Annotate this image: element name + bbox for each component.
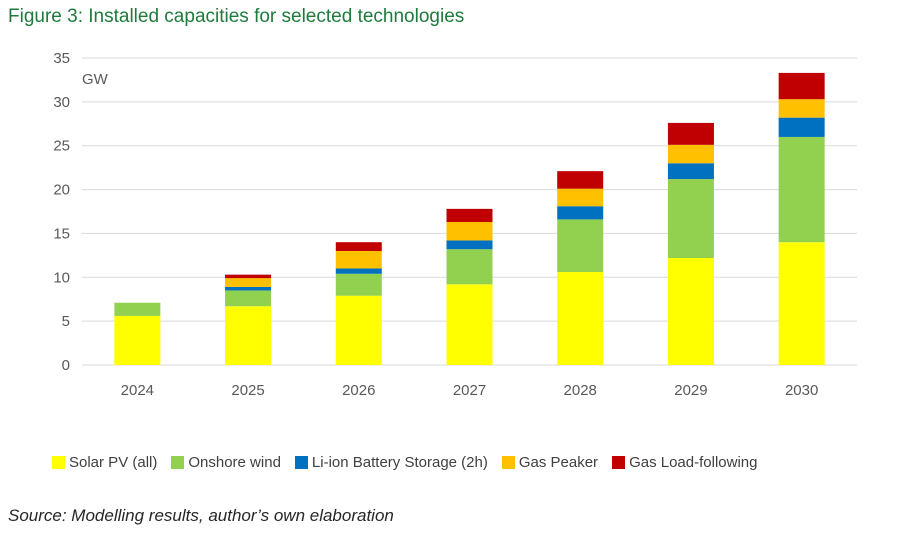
- y-axis-unit-label: GW: [82, 71, 109, 88]
- chart-title: Figure 3: Installed capacities for selec…: [8, 6, 465, 27]
- bar-segment-gas-load-following-2026: [335, 242, 382, 251]
- bar-segment-li-ion-battery-storage-2h-2029: [667, 163, 714, 180]
- bar-segment-onshore-wind-2029: [667, 179, 714, 258]
- x-tick-label: 2028: [564, 382, 597, 399]
- x-axis-ticks: 2024 2025 2026 2027 2028 2029 2030: [121, 382, 819, 399]
- legend-swatch: [612, 456, 626, 469]
- y-tick-label: 20: [53, 182, 70, 199]
- bar-segment-onshore-wind-2024: [114, 302, 161, 316]
- y-tick-label: 25: [53, 138, 70, 155]
- bar-segment-gas-load-following-2027: [446, 208, 493, 223]
- bar-segment-solar-pv-all-2030: [778, 242, 825, 365]
- y-tick-label: 15: [53, 225, 70, 242]
- y-axis-ticks: 0 5 10 15 20 25 30 35: [53, 50, 70, 374]
- legend-label: Onshore wind: [188, 454, 281, 471]
- bar-segment-solar-pv-all-2029: [667, 257, 714, 365]
- bar-segment-solar-pv-all-2026: [335, 295, 382, 365]
- y-tick-label: 35: [53, 50, 70, 67]
- legend-swatch: [52, 456, 65, 469]
- bar-segment-gas-peaker-2025: [225, 278, 272, 287]
- bar-segment-onshore-wind-2025: [225, 290, 272, 307]
- y-tick-label: 10: [53, 269, 70, 286]
- bar-segment-li-ion-battery-storage-2h-2026: [335, 268, 382, 274]
- legend-label: Gas Peaker: [518, 454, 599, 471]
- bars: [114, 72, 825, 365]
- legend-swatch: [171, 456, 185, 469]
- legend-item: Li-ion Battery Storage (2h): [294, 454, 488, 471]
- bar-segment-gas-peaker-2027: [446, 222, 493, 241]
- x-tick-label: 2029: [674, 382, 707, 399]
- x-tick-label: 2030: [785, 382, 818, 399]
- legend-swatch: [294, 456, 308, 469]
- bar-segment-li-ion-battery-storage-2h-2025: [225, 286, 272, 291]
- bar-segment-li-ion-battery-storage-2h-2027: [446, 240, 493, 250]
- y-tick-label: 0: [62, 357, 70, 374]
- legend-label: Li-ion Battery Storage (2h): [311, 454, 488, 471]
- bar-segment-gas-peaker-2026: [335, 250, 382, 269]
- y-tick-label: 5: [62, 313, 70, 330]
- y-tick-label: 30: [53, 94, 70, 111]
- legend-item: Onshore wind: [171, 454, 281, 471]
- legend-label: Gas Load-following: [629, 454, 758, 471]
- bar-segment-li-ion-battery-storage-2h-2028: [557, 206, 604, 220]
- legend-item: Gas Peaker: [501, 454, 599, 471]
- bar-segment-onshore-wind-2026: [335, 273, 382, 296]
- legend-item: Gas Load-following: [612, 454, 757, 471]
- bar-segment-gas-load-following-2028: [557, 171, 604, 189]
- source-note: Source: Modelling results, author’s own …: [8, 506, 394, 525]
- bar-segment-onshore-wind-2028: [557, 219, 604, 273]
- bar-segment-gas-peaker-2028: [557, 188, 604, 207]
- bar-segment-onshore-wind-2030: [778, 136, 825, 243]
- bar-segment-solar-pv-all-2028: [557, 272, 604, 365]
- legend-label: Solar PV (all): [69, 454, 158, 471]
- bar-segment-li-ion-battery-storage-2h-2030: [778, 117, 825, 137]
- bar-segment-gas-load-following-2025: [225, 274, 272, 279]
- bar-segment-solar-pv-all-2025: [225, 306, 272, 365]
- x-tick-label: 2024: [121, 382, 154, 399]
- legend-swatch: [501, 456, 515, 469]
- x-tick-label: 2027: [453, 382, 486, 399]
- x-tick-label: 2026: [342, 382, 375, 399]
- bar-segment-onshore-wind-2027: [446, 249, 493, 285]
- bar-segment-solar-pv-all-2027: [446, 284, 493, 365]
- legend-item: Solar PV (all): [52, 454, 157, 471]
- bar-segment-gas-load-following-2030: [778, 72, 825, 100]
- bar-segment-gas-peaker-2029: [667, 144, 714, 164]
- bar-segment-gas-peaker-2030: [778, 99, 825, 118]
- legend: Solar PV (all) Onshore wind Li-ion Battery…: [52, 454, 771, 471]
- bar-segment-gas-load-following-2029: [667, 122, 714, 145]
- bar-segment-solar-pv-all-2024: [114, 315, 161, 365]
- x-tick-label: 2025: [231, 382, 264, 399]
